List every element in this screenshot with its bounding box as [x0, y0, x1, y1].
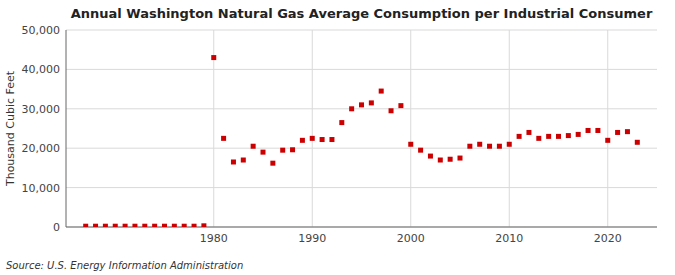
x-tick-label: 1990	[298, 232, 326, 245]
grid-line-y	[66, 108, 657, 109]
point	[477, 142, 482, 147]
grid-line-x	[509, 30, 510, 227]
point	[448, 157, 453, 162]
point	[300, 138, 305, 143]
point	[517, 134, 522, 139]
point	[507, 142, 512, 147]
y-tick-label: 10,000	[22, 182, 61, 195]
y-axis-line	[66, 30, 67, 227]
point	[546, 134, 551, 139]
point	[369, 100, 374, 105]
point	[132, 224, 137, 227]
point	[586, 128, 591, 133]
point	[428, 154, 433, 159]
chart: Annual Washington Natural Gas Average Co…	[0, 0, 675, 275]
point	[241, 158, 246, 163]
point	[398, 103, 403, 108]
y-tick-label: 30,000	[22, 103, 61, 116]
point	[192, 224, 197, 227]
grid	[66, 30, 657, 227]
point	[83, 224, 88, 227]
x-tick-label: 2010	[495, 232, 523, 245]
y-axis-label: Thousand Cubic Feet	[4, 70, 17, 187]
point	[142, 224, 147, 227]
point	[261, 150, 266, 155]
y-tick-label: 50,000	[22, 24, 61, 37]
point	[290, 147, 295, 152]
point	[251, 144, 256, 149]
point	[211, 55, 216, 60]
point	[487, 144, 492, 149]
point	[172, 224, 177, 227]
axes: 0 10,000 20,000 30,000 40,000 50,000 1980 1990 2…	[22, 24, 658, 245]
point	[310, 136, 315, 141]
point	[339, 120, 344, 125]
points	[83, 55, 640, 227]
point	[556, 134, 561, 139]
point	[625, 129, 630, 134]
point	[103, 224, 108, 227]
point	[359, 102, 364, 107]
point	[379, 89, 384, 94]
x-tick-label: 1980	[200, 232, 228, 245]
x-tick-label: 2000	[397, 232, 425, 245]
y-tick-label: 0	[53, 221, 60, 234]
point	[605, 138, 610, 143]
point	[329, 137, 334, 142]
point	[349, 106, 354, 111]
point	[280, 148, 285, 153]
point	[123, 224, 128, 227]
point	[536, 136, 541, 141]
source-note: Source: U.S. Energy Information Administ…	[6, 260, 243, 271]
point	[389, 108, 394, 113]
point	[152, 224, 157, 227]
y-tick-label: 40,000	[22, 63, 61, 76]
grid-line-y	[66, 30, 657, 31]
point	[231, 159, 236, 164]
point	[497, 144, 502, 149]
point	[162, 224, 167, 227]
point	[467, 144, 472, 149]
y-tick-label: 20,000	[22, 142, 61, 155]
point	[182, 224, 187, 227]
point	[566, 133, 571, 138]
point	[595, 128, 600, 133]
grid-line-x	[312, 30, 313, 227]
grid-line-y	[66, 69, 657, 70]
grid-line-y	[66, 148, 657, 149]
point	[93, 224, 98, 227]
point	[438, 158, 443, 163]
point	[270, 161, 275, 166]
point	[113, 224, 118, 227]
point	[635, 140, 640, 145]
background	[0, 0, 675, 275]
grid-line-y	[66, 187, 657, 188]
point	[458, 156, 463, 161]
title: Annual Washington Natural Gas Average Co…	[71, 6, 653, 21]
point	[221, 136, 226, 141]
point	[408, 142, 413, 147]
point	[615, 130, 620, 135]
point	[576, 132, 581, 137]
point	[418, 148, 423, 153]
point	[320, 137, 325, 142]
x-tick-label: 2020	[594, 232, 622, 245]
point	[201, 223, 206, 227]
point	[526, 130, 531, 135]
grid-line-x	[607, 30, 608, 227]
grid-line-x	[410, 30, 411, 227]
